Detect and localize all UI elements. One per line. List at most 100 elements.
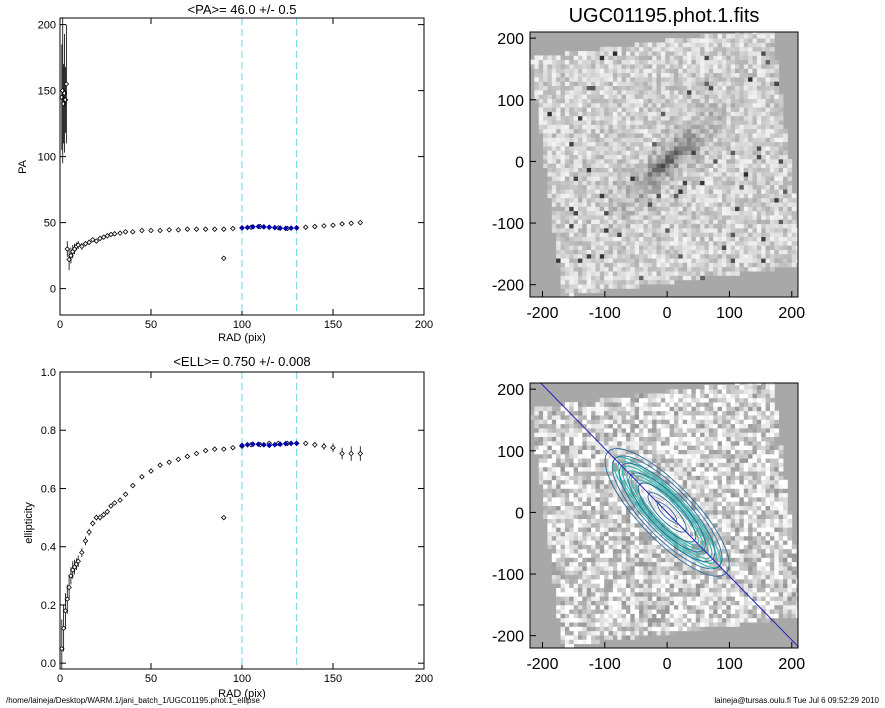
fits-pixel xyxy=(652,197,657,203)
fits-pixel xyxy=(778,258,784,263)
contour-pixel xyxy=(634,566,640,571)
fits-pixel xyxy=(665,197,671,203)
fits-pixel xyxy=(647,42,653,48)
contour-pixel xyxy=(591,501,596,507)
contour-pixel xyxy=(647,535,653,541)
fits-pixel xyxy=(656,46,662,52)
fits-pixel xyxy=(743,240,749,246)
fits-pixel xyxy=(756,120,762,125)
fits-pixel xyxy=(761,51,766,56)
fits-pixel xyxy=(695,85,701,91)
fits-pixel xyxy=(560,55,566,61)
fits-pixel xyxy=(582,266,588,272)
contour-pixel xyxy=(577,591,583,597)
fits-pixel xyxy=(687,154,692,160)
fits-pixel xyxy=(765,154,771,160)
fits-pixel xyxy=(617,64,623,69)
contour-pixel xyxy=(586,583,592,589)
fits-pixel xyxy=(669,249,675,255)
contour-pixel xyxy=(551,548,557,554)
fits-pixel xyxy=(634,253,640,259)
fits-pixel xyxy=(551,64,557,69)
fits-pixel xyxy=(730,215,736,220)
contour-pixel xyxy=(547,432,553,438)
contour-pixel xyxy=(582,518,588,524)
fits-pixel xyxy=(752,42,758,48)
fits-pixel xyxy=(595,288,601,294)
fits-pixel xyxy=(639,167,644,173)
fits-pixel xyxy=(608,171,614,177)
fits-pixel xyxy=(582,240,588,246)
fits-pixel xyxy=(665,176,671,181)
contour-pixel xyxy=(551,514,557,519)
fits-pixel xyxy=(774,189,780,194)
fits-pixel xyxy=(682,232,688,238)
contour-pixel xyxy=(604,462,609,468)
fits-pixel xyxy=(691,72,697,78)
fits-pixel xyxy=(695,262,701,268)
contour-pixel xyxy=(630,402,636,407)
contour-pixel xyxy=(564,518,570,524)
fits-pixel xyxy=(621,89,627,95)
fits-pixel xyxy=(621,284,627,289)
contour-pixel xyxy=(569,406,575,412)
ell-fit-point xyxy=(266,442,273,449)
contour-pixel xyxy=(569,475,575,481)
fits-pixel xyxy=(730,227,736,233)
fits-pixel xyxy=(739,89,745,95)
fits-pixel xyxy=(752,258,758,263)
fits-pixel xyxy=(787,232,793,238)
fits-pixel xyxy=(564,107,570,112)
contour-pixel xyxy=(556,419,561,425)
contour-pixel xyxy=(569,548,575,554)
fits-pixel xyxy=(730,72,736,78)
fits-pixel xyxy=(591,137,596,143)
fits-ytick-label: 0 xyxy=(515,154,524,171)
fits-pixel xyxy=(730,81,736,87)
fits-pixel xyxy=(586,141,592,147)
contour-pixel xyxy=(556,587,561,593)
fits-pixel xyxy=(656,124,662,130)
fits-pixel xyxy=(761,33,766,39)
contour-pixel xyxy=(643,423,649,429)
fits-pixel xyxy=(538,107,544,112)
contour-pixel xyxy=(534,410,540,416)
fits-pixel xyxy=(612,94,618,99)
contour-pixel xyxy=(634,484,640,489)
contour-pixel xyxy=(608,440,614,446)
contour-pixel xyxy=(625,553,631,558)
contour-pixel xyxy=(604,423,609,429)
contour-pixel xyxy=(647,557,653,563)
pa-point xyxy=(330,222,336,229)
contour-pixel xyxy=(595,635,601,640)
fits-pixel xyxy=(783,232,788,238)
fits-pixel xyxy=(700,38,705,43)
fits-pixel xyxy=(573,150,579,156)
contour-pixel xyxy=(599,492,605,498)
contour-pixel xyxy=(625,591,631,597)
contour-pixel xyxy=(599,574,605,580)
fits-pixel xyxy=(630,137,636,143)
contour-pixel xyxy=(656,553,662,558)
fits-pixel xyxy=(774,227,780,233)
fits-pixel xyxy=(639,227,644,233)
fits-pixel xyxy=(586,55,592,61)
fits-pixel xyxy=(547,193,553,199)
fits-pixel xyxy=(730,38,736,43)
contour-pixel xyxy=(595,596,601,601)
contour-pixel xyxy=(556,458,561,463)
fits-pixel xyxy=(634,227,640,233)
contour-pixel xyxy=(569,613,575,619)
fits-pixel xyxy=(774,197,780,203)
fits-pixel xyxy=(678,262,684,268)
contour-pixel xyxy=(595,462,601,468)
fits-pixel xyxy=(577,215,583,220)
fits-pixel xyxy=(608,98,614,104)
fits-pixel xyxy=(617,124,623,130)
contour-pixel xyxy=(634,440,640,446)
fits-pixel xyxy=(647,275,653,281)
fits-pixel xyxy=(708,42,714,48)
contour-pixel xyxy=(577,462,583,468)
contour-pixel xyxy=(556,548,561,554)
contour-pixel xyxy=(621,479,627,485)
